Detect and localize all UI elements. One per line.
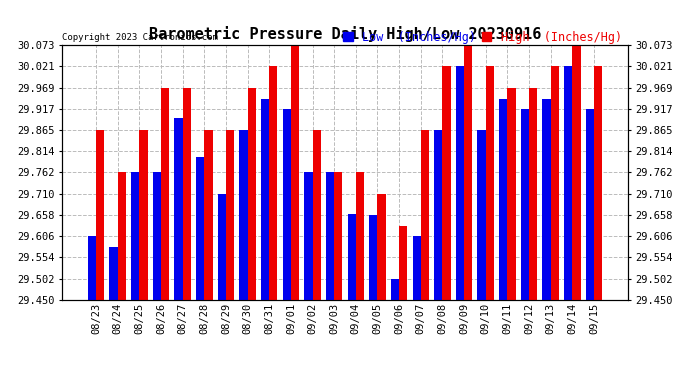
Bar — [283, 109, 291, 300]
Bar — [434, 130, 442, 300]
Bar — [291, 45, 299, 300]
Bar — [348, 214, 356, 300]
Bar — [456, 66, 464, 300]
Bar — [391, 279, 399, 300]
Bar — [239, 130, 248, 300]
Bar — [377, 194, 386, 300]
Bar — [421, 130, 429, 300]
Bar — [175, 118, 183, 300]
Bar — [248, 88, 256, 300]
Bar — [521, 109, 529, 300]
Bar — [261, 99, 269, 300]
Bar — [586, 109, 594, 300]
Text: Copyright 2023 Cartronics.com: Copyright 2023 Cartronics.com — [62, 33, 218, 42]
Legend: Low  (Inches/Hg), High  (Inches/Hg): Low (Inches/Hg), High (Inches/Hg) — [343, 30, 622, 44]
Bar — [564, 66, 572, 300]
Bar — [269, 66, 277, 300]
Bar — [131, 172, 139, 300]
Bar — [152, 172, 161, 300]
Title: Barometric Pressure Daily High/Low 20230916: Barometric Pressure Daily High/Low 20230… — [149, 27, 541, 42]
Bar — [399, 226, 407, 300]
Bar — [110, 247, 118, 300]
Bar — [499, 99, 507, 300]
Bar — [313, 130, 321, 300]
Bar — [183, 88, 191, 300]
Bar — [218, 194, 226, 300]
Bar — [542, 99, 551, 300]
Bar — [369, 215, 377, 300]
Bar — [88, 236, 96, 300]
Bar — [594, 66, 602, 300]
Bar — [356, 172, 364, 300]
Bar — [326, 172, 334, 300]
Bar — [477, 130, 486, 300]
Bar — [507, 88, 515, 300]
Bar — [204, 130, 213, 300]
Bar — [529, 88, 538, 300]
Bar — [334, 172, 342, 300]
Bar — [486, 66, 494, 300]
Bar — [196, 157, 204, 300]
Bar — [226, 130, 234, 300]
Bar — [442, 66, 451, 300]
Bar — [413, 236, 421, 300]
Bar — [139, 130, 148, 300]
Bar — [572, 45, 580, 300]
Bar — [118, 172, 126, 300]
Bar — [464, 45, 472, 300]
Bar — [304, 172, 313, 300]
Bar — [551, 66, 559, 300]
Bar — [96, 130, 104, 300]
Bar — [161, 88, 169, 300]
